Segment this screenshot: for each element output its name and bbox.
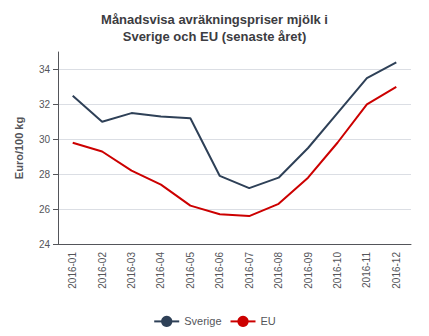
svg-text:32: 32 — [39, 99, 51, 110]
svg-text:2016-02: 2016-02 — [97, 252, 108, 289]
svg-text:34: 34 — [39, 64, 51, 75]
svg-text:2016-05: 2016-05 — [185, 252, 196, 289]
svg-text:26: 26 — [39, 204, 51, 215]
svg-text:2016-11: 2016-11 — [361, 252, 372, 288]
svg-text:2016-04: 2016-04 — [155, 252, 166, 289]
svg-text:2016-08: 2016-08 — [273, 252, 284, 289]
svg-text:EU: EU — [261, 315, 276, 327]
svg-text:2016-03: 2016-03 — [126, 252, 137, 289]
svg-text:2016-10: 2016-10 — [332, 252, 343, 289]
svg-text:30: 30 — [39, 134, 51, 145]
svg-text:Sverige: Sverige — [184, 315, 221, 327]
svg-text:2016-06: 2016-06 — [214, 252, 225, 289]
svg-text:2016-09: 2016-09 — [303, 252, 314, 289]
svg-text:2016-12: 2016-12 — [391, 252, 402, 289]
svg-text:2016-07: 2016-07 — [244, 252, 255, 289]
svg-text:Euro/100 kg: Euro/100 kg — [13, 117, 25, 179]
svg-text:Sverige och EU (senaste året): Sverige och EU (senaste året) — [123, 29, 307, 44]
svg-text:28: 28 — [39, 169, 51, 180]
svg-text:2016-01: 2016-01 — [67, 252, 78, 289]
svg-text:24: 24 — [39, 239, 51, 250]
svg-text:Månadsvisa avräkningspriser mj: Månadsvisa avräkningspriser mjölk i — [101, 12, 328, 27]
